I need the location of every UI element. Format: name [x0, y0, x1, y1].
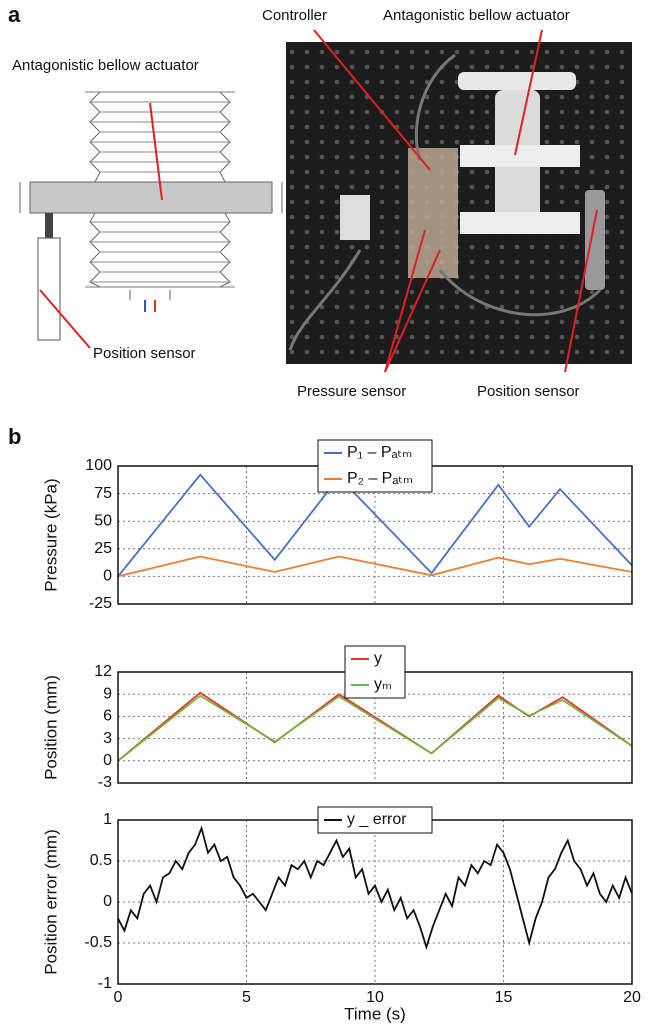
annotation: Position sensor [93, 345, 196, 362]
leader-lines [313, 29, 598, 373]
y-tick-label: -3 [98, 774, 112, 791]
y-tick-label: 50 [94, 512, 112, 529]
x-tick-label: 15 [495, 989, 513, 1006]
data-line [117, 825, 633, 951]
legend-box [344, 645, 406, 699]
annotation: Pressure sensor [297, 383, 406, 400]
legend-box [317, 439, 433, 493]
data-line [117, 555, 633, 578]
leader-line [39, 289, 91, 349]
y-tick-label: 0 [103, 568, 112, 585]
y-tick-label: 100 [85, 457, 112, 474]
x-axis-title: Time (s) [344, 1004, 406, 1023]
y-tick-label: 3 [103, 730, 112, 747]
legend-label: yₘ [374, 676, 392, 693]
y-tick-label: 9 [103, 685, 112, 702]
x-tick-label: 0 [114, 989, 123, 1006]
y-tick-label: 0 [103, 752, 112, 769]
legend-label: P₂ – Pₐₜₘ [347, 470, 413, 487]
data-line [117, 694, 633, 762]
y-tick-label: -1 [98, 975, 112, 992]
y-tick-label: 75 [94, 485, 112, 502]
annotation: Antagonistic bellow actuator [383, 7, 570, 24]
y-tick-label: 12 [94, 663, 112, 680]
leader-line [149, 102, 163, 201]
x-tick-label: 20 [623, 989, 641, 1006]
annotation: Controller [262, 7, 327, 24]
y-tick-label: 1 [103, 811, 112, 828]
annotation: Antagonistic bellow actuator [12, 57, 199, 74]
y-tick-label: 0 [103, 893, 112, 910]
panel-label: b [8, 424, 21, 449]
bellow-diagram [19, 91, 283, 341]
y-axis-title: Position error (mm) [41, 829, 60, 974]
legend-label: y [374, 650, 382, 667]
y-tick-label: 25 [94, 540, 112, 557]
y-tick-label: -0.5 [84, 934, 112, 951]
y-axis-title: Position (mm) [41, 675, 60, 780]
annotation: Position sensor [477, 383, 580, 400]
panel-label: a [8, 2, 21, 27]
legend-label: y _ error [347, 811, 407, 828]
y-axis-title: Pressure (kPa) [41, 478, 60, 591]
x-tick-label: 5 [242, 989, 251, 1006]
data-line [117, 473, 633, 577]
y-tick-label: -25 [89, 595, 112, 612]
x-tick-label: 10 [366, 989, 384, 1006]
y-tick-label: 6 [103, 708, 112, 725]
legend-label: P₁ – Pₐₜₘ [347, 444, 412, 461]
photo [286, 42, 632, 364]
y-tick-label: 0.5 [90, 852, 112, 869]
